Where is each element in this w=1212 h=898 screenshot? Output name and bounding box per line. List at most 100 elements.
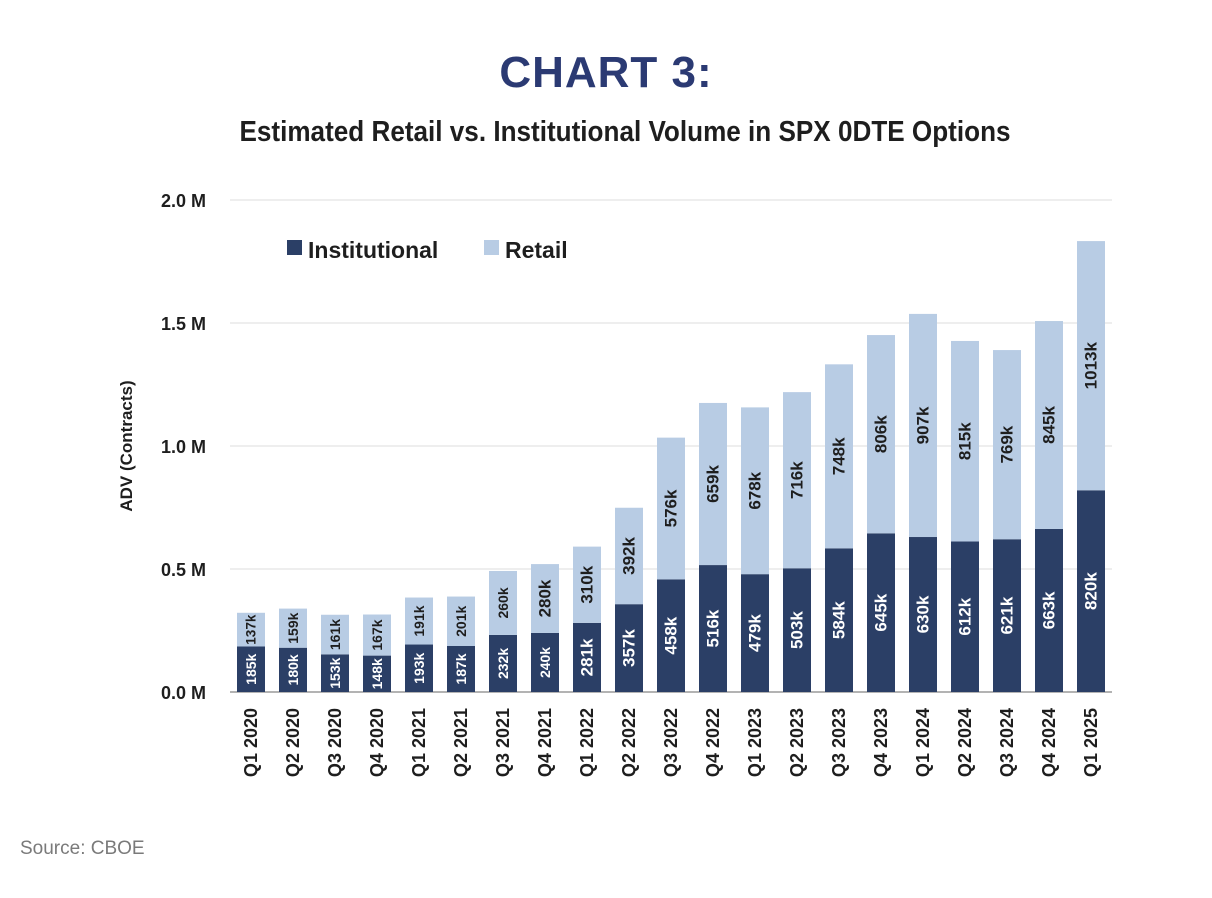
- x-tick-label: Q4 2020: [367, 708, 387, 777]
- data-label-institutional: 153k: [327, 657, 343, 688]
- bar-retail: [951, 340, 979, 542]
- data-label-retail: 806k: [872, 415, 891, 453]
- data-label-retail: 191k: [411, 605, 427, 636]
- data-label-retail: 907k: [914, 406, 933, 444]
- y-tick-label: 1.0 M: [161, 437, 206, 457]
- x-axis-ticks: Q1 2020 Q2 2020 Q3 2020 Q4 2020 Q1 2021 Q2 20…: [241, 708, 1101, 777]
- data-label-retail: 576k: [662, 489, 681, 527]
- x-tick-label: Q3 2021: [493, 708, 513, 777]
- bar-retail: [825, 364, 853, 549]
- y-tick-label: 1.5 M: [161, 314, 206, 334]
- bar-retail: [531, 564, 559, 633]
- data-label-institutional: 820k: [1082, 572, 1101, 610]
- y-tick-label: 0.5 M: [161, 560, 206, 580]
- data-label-retail: 769k: [998, 425, 1017, 463]
- y-tick-label: 2.0 M: [161, 191, 206, 211]
- bar-institutional: [993, 539, 1021, 692]
- bar-institutional: [489, 634, 517, 692]
- x-tick-label: Q3 2023: [829, 708, 849, 777]
- bar-retail: [573, 546, 601, 623]
- bar-institutional: [447, 645, 475, 692]
- legend-label-retail: Retail: [505, 237, 568, 263]
- data-label-retail: 1013k: [1082, 342, 1101, 390]
- data-label-institutional: 458k: [662, 616, 681, 654]
- bar-institutional: [237, 646, 265, 692]
- bar-institutional: [951, 541, 979, 692]
- x-tick-label: Q1 2020: [241, 708, 261, 777]
- bar-institutional: [699, 565, 727, 692]
- data-label-retail: 845k: [1040, 406, 1059, 444]
- bar-institutional: [531, 632, 559, 692]
- data-labels: 185k 137k 180k 159k 153k 161k 148k 167k 193k 191k…: [243, 342, 1101, 690]
- x-tick-label: Q4 2023: [871, 708, 891, 777]
- data-label-institutional: 630k: [914, 595, 933, 633]
- data-label-retail: 748k: [830, 437, 849, 475]
- x-tick-label: Q1 2023: [745, 708, 765, 777]
- bar-institutional: [825, 548, 853, 692]
- data-label-institutional: 193k: [411, 652, 427, 683]
- bar-institutional: [615, 604, 643, 692]
- bar-retail: [447, 596, 475, 646]
- bar-retail: [909, 313, 937, 538]
- x-tick-label: Q2 2022: [619, 708, 639, 777]
- x-tick-label: Q3 2020: [325, 708, 345, 777]
- x-tick-label: Q2 2024: [955, 708, 975, 777]
- bar-institutional: [657, 579, 685, 692]
- y-tick-label: 0.0 M: [161, 683, 206, 703]
- data-label-retail: 392k: [620, 537, 639, 575]
- data-label-retail: 716k: [788, 461, 807, 499]
- x-tick-label: Q1 2025: [1081, 708, 1101, 777]
- bar-retail: [1077, 241, 1105, 491]
- x-tick-label: Q1 2024: [913, 708, 933, 777]
- y-axis-ticks: 0.0 M 0.5 M 1.0 M 1.5 M 2.0 M: [161, 191, 206, 703]
- bar-retail: [993, 350, 1021, 540]
- stacked-bar-chart: 0.0 M 0.5 M 1.0 M 1.5 M 2.0 M ADV (Contracts…: [117, 191, 1112, 777]
- x-tick-label: Q2 2021: [451, 708, 471, 777]
- bar-institutional: [1035, 528, 1063, 692]
- data-label-institutional: 479k: [746, 614, 765, 652]
- data-label-institutional: 621k: [998, 596, 1017, 634]
- bar-institutional: [363, 655, 391, 692]
- data-label-institutional: 357k: [620, 629, 639, 667]
- x-tick-label: Q4 2024: [1039, 708, 1059, 777]
- data-label-institutional: 645k: [872, 593, 891, 631]
- x-tick-label: Q3 2022: [661, 708, 681, 777]
- bar-retail: [741, 407, 769, 575]
- legend-swatch-institutional: [287, 240, 302, 255]
- bar-institutional: [1077, 490, 1105, 692]
- data-label-retail: 167k: [369, 619, 385, 650]
- bar-institutional: [867, 533, 895, 692]
- bar-retail: [615, 507, 643, 605]
- bar-retail: [405, 597, 433, 645]
- x-tick-label: Q4 2021: [535, 708, 555, 777]
- bar-retail: [783, 392, 811, 569]
- data-label-retail: 260k: [495, 587, 511, 618]
- bars: [237, 241, 1105, 692]
- legend-label-institutional: Institutional: [308, 237, 438, 263]
- data-label-institutional: 187k: [453, 653, 469, 684]
- bar-retail: [867, 335, 895, 534]
- bar-institutional: [321, 654, 349, 692]
- chart-subtitle: Estimated Retail vs. Institutional Volum…: [239, 116, 1011, 148]
- bar-retail: [237, 612, 265, 647]
- x-tick-label: Q1 2021: [409, 708, 429, 777]
- bar-institutional: [909, 537, 937, 692]
- data-label-institutional: 503k: [788, 611, 807, 649]
- data-label-institutional: 240k: [537, 647, 553, 678]
- data-label-retail: 137k: [244, 614, 259, 645]
- bar-retail: [657, 437, 685, 580]
- bar-retail: [699, 402, 727, 566]
- chart-title: CHART 3:: [499, 48, 713, 97]
- data-label-institutional: 663k: [1040, 591, 1059, 629]
- data-label-retail: 815k: [956, 422, 975, 460]
- bar-retail: [1035, 321, 1063, 529]
- data-label-institutional: 612k: [956, 597, 975, 635]
- data-label-retail: 201k: [453, 605, 469, 636]
- data-label-retail: 678k: [746, 471, 765, 509]
- x-tick-label: Q3 2024: [997, 708, 1017, 777]
- bar-retail: [321, 614, 349, 655]
- bar-institutional: [573, 622, 601, 692]
- legend: Institutional Retail: [287, 237, 568, 263]
- bar-institutional: [783, 568, 811, 692]
- bar-retail: [489, 570, 517, 635]
